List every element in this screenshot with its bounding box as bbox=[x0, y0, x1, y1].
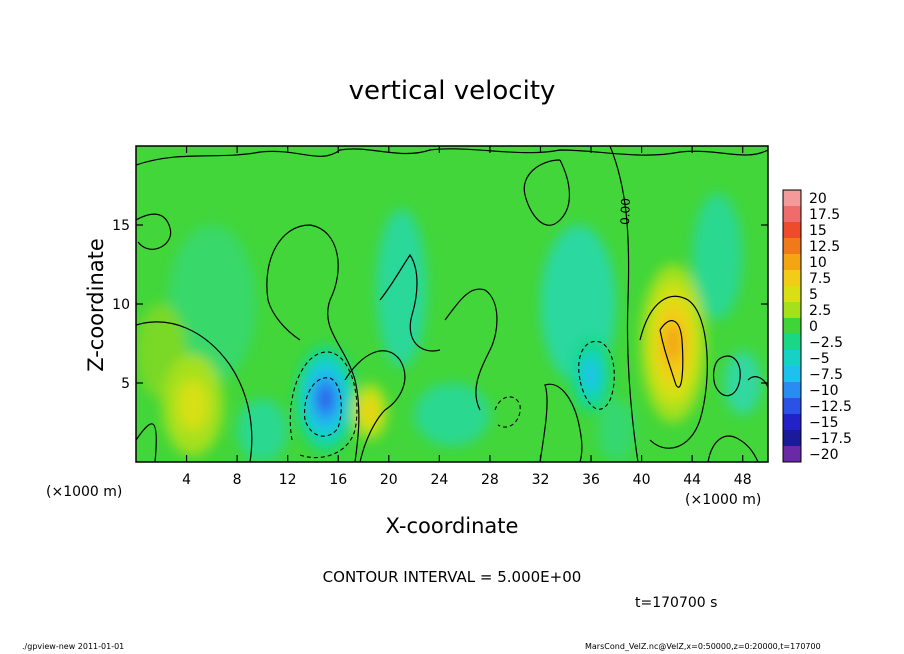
footer-right: MarsCond_VelZ.nc@VelZ,x=0:50000,z=0:2000… bbox=[585, 642, 821, 651]
contour-lines bbox=[136, 146, 768, 462]
x-tick-label: 12 bbox=[279, 472, 297, 488]
colorbar-cell bbox=[783, 190, 801, 207]
contour-line bbox=[136, 213, 172, 250]
contour-line-dashed bbox=[289, 351, 358, 459]
colorbar-cell bbox=[783, 270, 801, 287]
x-unit-label-left: (×1000 m) bbox=[46, 484, 123, 500]
contour-value-label: 0.00 bbox=[618, 198, 633, 225]
field-feature-1 bbox=[295, 345, 356, 453]
y-tick-label: 15 bbox=[112, 218, 130, 234]
colorbar-label: 5 bbox=[809, 287, 818, 303]
time-label: t=170700 s bbox=[635, 595, 718, 611]
contour-line bbox=[344, 350, 406, 462]
contour-line bbox=[136, 423, 157, 462]
negative-contours bbox=[289, 340, 615, 459]
colorbar-label: 20 bbox=[809, 191, 827, 207]
colorbar-label: −12.5 bbox=[809, 399, 852, 415]
colorbar-label: −15 bbox=[809, 415, 839, 431]
colorbar-frame bbox=[782, 189, 802, 463]
y-tick-label: 5 bbox=[121, 376, 130, 392]
colorbar-label: 12.5 bbox=[809, 239, 840, 255]
field-feature-5 bbox=[570, 337, 612, 414]
contour-interval-text: CONTOUR INTERVAL = 5.000E+00 bbox=[322, 568, 582, 586]
contour-line bbox=[707, 435, 759, 462]
x-tick-label: 4 bbox=[182, 472, 191, 488]
field-feature-4 bbox=[352, 383, 388, 440]
colorbar-label: −5 bbox=[809, 351, 830, 367]
colorbar-cell bbox=[783, 398, 801, 415]
colorbar-cell bbox=[783, 254, 801, 271]
colorbar-label: 10 bbox=[809, 255, 827, 271]
colorbar-cell bbox=[783, 414, 801, 431]
x-tick-label: 8 bbox=[233, 472, 242, 488]
colorbar-label: −10 bbox=[809, 383, 839, 399]
colorbar-label: 0 bbox=[809, 319, 818, 335]
colorbar-cell bbox=[783, 334, 801, 351]
contour-line bbox=[523, 159, 571, 226]
chart-title: vertical velocity bbox=[348, 76, 556, 106]
x-tick-label: 32 bbox=[532, 472, 550, 488]
x-tick-label: 28 bbox=[481, 472, 499, 488]
colorbar-cell bbox=[783, 302, 801, 319]
colorbar-cell bbox=[783, 382, 801, 399]
colorbar-cell bbox=[783, 286, 801, 303]
footer-left: ./gpview-new 2011-01-01 bbox=[22, 642, 125, 651]
y-tick-label: 10 bbox=[112, 297, 130, 313]
colorbar-cell bbox=[783, 238, 801, 255]
field-feature-3 bbox=[162, 354, 224, 456]
contour-line bbox=[267, 299, 301, 341]
colorbar-label: 7.5 bbox=[809, 271, 831, 287]
field-shading bbox=[136, 193, 762, 462]
colorbar-label: 17.5 bbox=[809, 207, 840, 223]
contour-line bbox=[136, 148, 768, 166]
x-tick-label: 16 bbox=[329, 472, 347, 488]
colorbar-cell bbox=[783, 446, 801, 463]
colorbar-label: −2.5 bbox=[809, 335, 843, 351]
contour-line bbox=[379, 253, 441, 352]
colorbar-label: −17.5 bbox=[809, 431, 852, 447]
colorbar-label: 2.5 bbox=[809, 303, 831, 319]
x-tick-label: 24 bbox=[430, 472, 448, 488]
contour-line bbox=[136, 321, 253, 462]
x-unit-label-right: (×1000 m) bbox=[685, 492, 762, 508]
contour-line bbox=[609, 146, 639, 462]
x-tick-label: 36 bbox=[582, 472, 600, 488]
x-axis-label: X-coordinate bbox=[385, 514, 519, 538]
contour-line-dashed bbox=[304, 377, 342, 437]
colorbar-cell bbox=[783, 318, 801, 335]
x-tick-label: 40 bbox=[633, 472, 651, 488]
contour-line bbox=[639, 295, 708, 449]
colorbar-cell bbox=[783, 430, 801, 447]
colorbar-cell bbox=[783, 206, 801, 223]
x-tick-label: 48 bbox=[734, 472, 752, 488]
colorbar-cell bbox=[783, 366, 801, 383]
field-feature-2 bbox=[640, 264, 707, 423]
colorbar-label: −20 bbox=[809, 447, 839, 463]
contour-line bbox=[659, 320, 684, 388]
x-tick-label: 44 bbox=[683, 472, 701, 488]
colorbar-label: 15 bbox=[809, 223, 827, 239]
contour-line bbox=[444, 288, 498, 411]
contour-line bbox=[266, 224, 360, 462]
colorbar-label: −7.5 bbox=[809, 367, 843, 383]
colorbar-cell bbox=[783, 222, 801, 239]
x-tick-label: 20 bbox=[380, 472, 398, 488]
colorbar-cell bbox=[783, 350, 801, 367]
contour-line bbox=[539, 383, 583, 462]
contour-line bbox=[712, 355, 741, 397]
